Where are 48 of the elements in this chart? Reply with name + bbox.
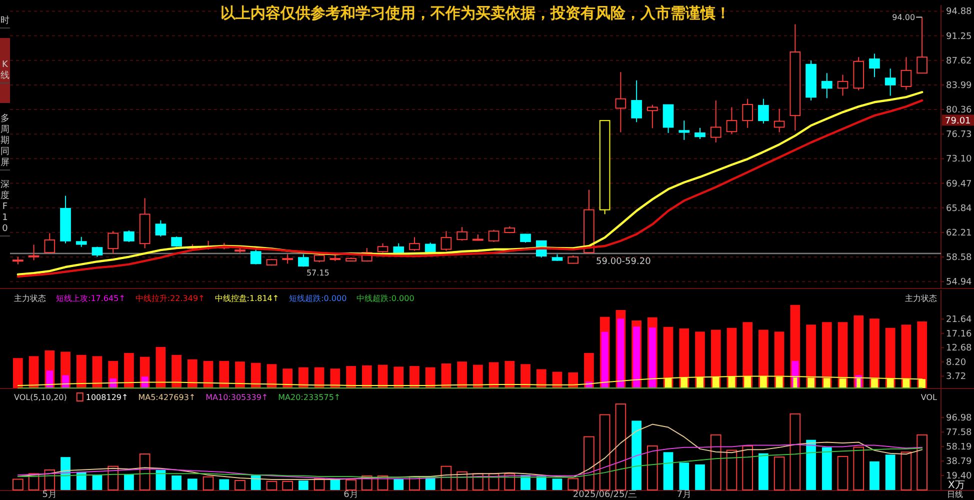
y-tick-label: 83.99 bbox=[946, 80, 972, 91]
y-tick-label: 58.58 bbox=[946, 252, 972, 263]
text: 中线控盘:1.814↑ bbox=[214, 294, 280, 303]
y-tick-label: 3.72 bbox=[946, 372, 966, 382]
legend-label: 1008129↑ bbox=[86, 393, 128, 402]
y-tick-label: 94.88 bbox=[946, 7, 972, 18]
y-tick-label: 80.36 bbox=[946, 106, 972, 116]
y-tick-label: 54.94 bbox=[946, 278, 972, 288]
annotation: 79.01 bbox=[945, 116, 971, 127]
text: 日线 bbox=[947, 490, 963, 499]
text: K线 bbox=[0, 60, 10, 81]
band-label: 59.00-59.20 bbox=[596, 257, 652, 268]
text: 中线拉升:22.349↑ bbox=[135, 294, 205, 303]
text: 时 bbox=[0, 15, 10, 26]
y-tick-label: 69.47 bbox=[946, 179, 972, 190]
y-tick-label: 19.40 bbox=[946, 472, 972, 482]
y-tick-label: 77.58 bbox=[946, 428, 972, 438]
y-tick-label: 58.19 bbox=[946, 442, 972, 453]
y-tick-label: 91.25 bbox=[946, 32, 972, 42]
text: MA5:427693↑ bbox=[138, 393, 196, 402]
text: MA10:305339↑ bbox=[206, 393, 268, 402]
y-tick-label: 12.68 bbox=[946, 344, 972, 354]
chart-title: 主力状态 bbox=[14, 294, 46, 303]
annotation: 57.15 bbox=[306, 268, 330, 278]
text: VOL bbox=[920, 393, 938, 402]
text: 多周期同屏 bbox=[0, 113, 10, 168]
chart-title: 以上内容仅供参考和学习使用，不作为买卖依据，投资有风险，入市需谨慎！ bbox=[220, 4, 730, 22]
text: 深度F10 bbox=[0, 179, 10, 234]
text: MA20:233575↑ bbox=[278, 393, 341, 402]
y-axis-title: X万 bbox=[948, 480, 965, 491]
y-tick-label: 38.79 bbox=[946, 457, 972, 468]
y-tick-label: 62.21 bbox=[946, 228, 972, 238]
chart-title: VOL(5,10,20) bbox=[14, 393, 67, 402]
y-tick-label: 21.64 bbox=[946, 315, 972, 326]
x-tick-label: 7月 bbox=[676, 490, 692, 500]
y-tick-label: 17.16 bbox=[946, 329, 972, 340]
text: 中线超跌:0.000 bbox=[356, 294, 414, 303]
y-tick-label: 87.62 bbox=[946, 56, 972, 66]
text: 主力状态 bbox=[905, 294, 937, 303]
y-tick-label: 76.73 bbox=[946, 130, 972, 140]
y-tick-label: 8.20 bbox=[946, 358, 966, 368]
y-tick-label: 96.98 bbox=[946, 414, 972, 424]
text: 短线上攻:17.645↑ bbox=[56, 294, 126, 303]
x-tick-label: 2025/06/25/三 bbox=[572, 490, 637, 500]
y-tick-label: 65.84 bbox=[946, 204, 972, 214]
legend-label: 短线超跌:0.000 bbox=[289, 294, 347, 303]
y-tick-label: 73.10 bbox=[946, 154, 972, 165]
annotation: 94.00 bbox=[892, 13, 916, 22]
